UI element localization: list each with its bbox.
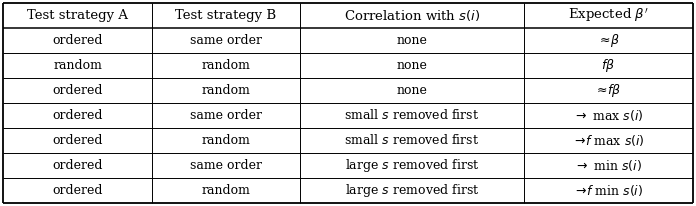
Text: $\rightarrow$ min $s(i)$: $\rightarrow$ min $s(i)$	[574, 158, 642, 173]
Text: same order: same order	[190, 34, 262, 47]
Text: Test strategy A: Test strategy A	[27, 9, 128, 22]
Text: random: random	[201, 84, 250, 97]
Text: ordered: ordered	[52, 84, 103, 97]
Text: ordered: ordered	[52, 34, 103, 47]
Text: none: none	[396, 84, 427, 97]
Text: small $s$ removed first: small $s$ removed first	[344, 133, 480, 147]
Text: $\rightarrow$ max $s(i)$: $\rightarrow$ max $s(i)$	[573, 108, 643, 123]
Text: $\rightarrow\!f$ min $s(i)$: $\rightarrow\!f$ min $s(i)$	[573, 183, 643, 198]
Text: $f\beta$: $f\beta$	[601, 57, 615, 74]
Text: random: random	[201, 59, 250, 72]
Text: same order: same order	[190, 159, 262, 172]
Text: random: random	[53, 59, 102, 72]
Text: none: none	[396, 59, 427, 72]
Text: $\approx\!f\beta$: $\approx\!f\beta$	[594, 82, 622, 99]
Text: ordered: ordered	[52, 134, 103, 147]
Text: $\approx\!\beta$: $\approx\!\beta$	[596, 32, 619, 49]
Text: Test strategy B: Test strategy B	[175, 9, 276, 22]
Text: random: random	[201, 184, 250, 197]
Text: large $s$ removed first: large $s$ removed first	[345, 182, 479, 199]
Text: Correlation with $s(i)$: Correlation with $s(i)$	[344, 8, 480, 23]
Text: small $s$ removed first: small $s$ removed first	[344, 109, 480, 123]
Text: $\rightarrow\!f$ max $s(i)$: $\rightarrow\!f$ max $s(i)$	[572, 133, 644, 148]
Text: same order: same order	[190, 109, 262, 122]
Text: none: none	[396, 34, 427, 47]
Text: random: random	[201, 134, 250, 147]
Text: ordered: ordered	[52, 159, 103, 172]
Text: large $s$ removed first: large $s$ removed first	[345, 157, 479, 174]
Text: Expected $\beta'$: Expected $\beta'$	[568, 7, 649, 24]
Text: ordered: ordered	[52, 109, 103, 122]
Text: ordered: ordered	[52, 184, 103, 197]
